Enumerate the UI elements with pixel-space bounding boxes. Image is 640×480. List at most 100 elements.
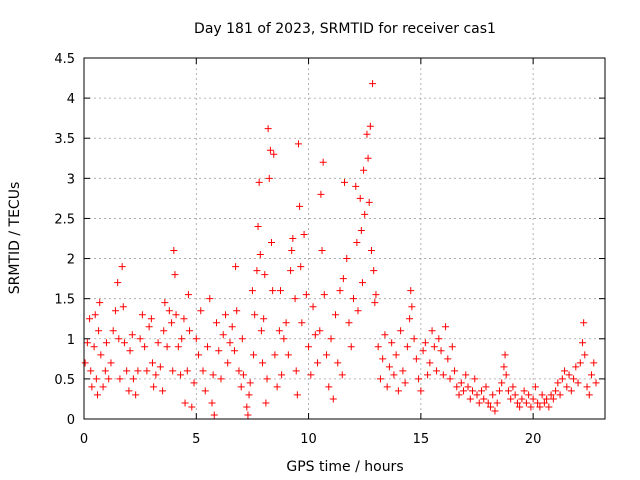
data-point: [197, 307, 205, 315]
data-point: [572, 363, 580, 371]
data-point: [336, 287, 344, 295]
data-point: [507, 395, 515, 403]
data-point: [457, 379, 465, 387]
y-tick-label: 1: [67, 333, 75, 348]
data-point: [372, 291, 380, 299]
data-point: [88, 383, 96, 391]
data-point: [430, 343, 438, 351]
data-point: [317, 190, 325, 198]
data-point: [379, 355, 387, 363]
data-point: [217, 375, 225, 383]
data-point: [500, 363, 508, 371]
y-tick-label: 2: [67, 253, 75, 268]
data-point: [332, 311, 340, 319]
data-point: [168, 319, 176, 327]
data-point: [297, 263, 305, 271]
data-point: [390, 371, 398, 379]
data-point: [437, 347, 445, 355]
data-point: [184, 291, 192, 299]
data-point: [439, 371, 447, 379]
data-point: [170, 247, 178, 255]
data-point: [230, 347, 238, 355]
data-point: [256, 251, 264, 259]
data-point: [107, 359, 115, 367]
data-point: [498, 379, 506, 387]
data-point: [410, 335, 418, 343]
data-point: [87, 367, 95, 375]
data-point: [186, 327, 194, 335]
data-point: [424, 371, 432, 379]
data-point: [237, 383, 245, 391]
data-point: [352, 182, 360, 190]
data-point: [520, 387, 528, 395]
y-tick-label: 3.5: [54, 132, 75, 147]
y-tick-label: 0.5: [54, 373, 75, 388]
data-point: [558, 375, 566, 383]
data-point: [239, 371, 247, 379]
data-point: [556, 391, 564, 399]
data-point: [257, 327, 265, 335]
data-point: [83, 339, 91, 347]
data-point: [448, 343, 456, 351]
data-point: [501, 351, 509, 359]
data-point: [529, 395, 537, 403]
data-point: [307, 371, 315, 379]
data-point: [195, 351, 203, 359]
data-point: [123, 367, 131, 375]
data-point: [561, 367, 569, 375]
y-tick-label: 4.5: [54, 52, 75, 67]
data-point: [159, 387, 167, 395]
data-point: [188, 403, 196, 411]
data-point: [442, 323, 450, 331]
data-point: [284, 351, 292, 359]
data-point: [489, 391, 497, 399]
data-point: [86, 315, 94, 323]
data-point: [323, 351, 331, 359]
data-point: [407, 287, 415, 295]
data-point: [305, 343, 313, 351]
data-point: [119, 303, 127, 311]
data-point: [224, 359, 232, 367]
data-point: [469, 387, 477, 395]
data-point: [338, 371, 346, 379]
data-point: [270, 150, 278, 158]
data-point: [111, 307, 119, 315]
data-point: [495, 387, 503, 395]
data-point: [585, 391, 593, 399]
data-point: [271, 351, 279, 359]
data-point: [464, 383, 472, 391]
data-point: [345, 319, 353, 327]
data-point: [334, 359, 342, 367]
data-point: [397, 327, 405, 335]
data-point: [371, 299, 379, 307]
data-point: [163, 343, 171, 351]
data-point: [385, 363, 393, 371]
y-axis-label: SRMTID / TECUs: [7, 182, 23, 295]
data-point: [453, 383, 461, 391]
data-point: [325, 383, 333, 391]
data-point: [451, 367, 459, 375]
data-point: [219, 331, 227, 339]
data-point: [109, 327, 117, 335]
data-points: [81, 80, 600, 419]
data-point: [392, 351, 400, 359]
data-point: [141, 343, 149, 351]
data-point: [275, 327, 283, 335]
data-point: [383, 383, 391, 391]
data-point: [516, 403, 524, 411]
data-point: [114, 279, 122, 287]
data-point: [531, 383, 539, 391]
data-point: [570, 375, 578, 383]
data-point: [296, 202, 304, 210]
data-point: [143, 367, 151, 375]
data-point: [376, 375, 384, 383]
data-point: [180, 315, 188, 323]
y-tick-label: 2.5: [54, 212, 75, 227]
data-point: [251, 311, 259, 319]
data-point: [298, 319, 306, 327]
data-point: [263, 375, 271, 383]
data-point: [259, 359, 267, 367]
data-point: [552, 387, 560, 395]
data-point: [363, 130, 371, 138]
data-point: [181, 399, 189, 407]
